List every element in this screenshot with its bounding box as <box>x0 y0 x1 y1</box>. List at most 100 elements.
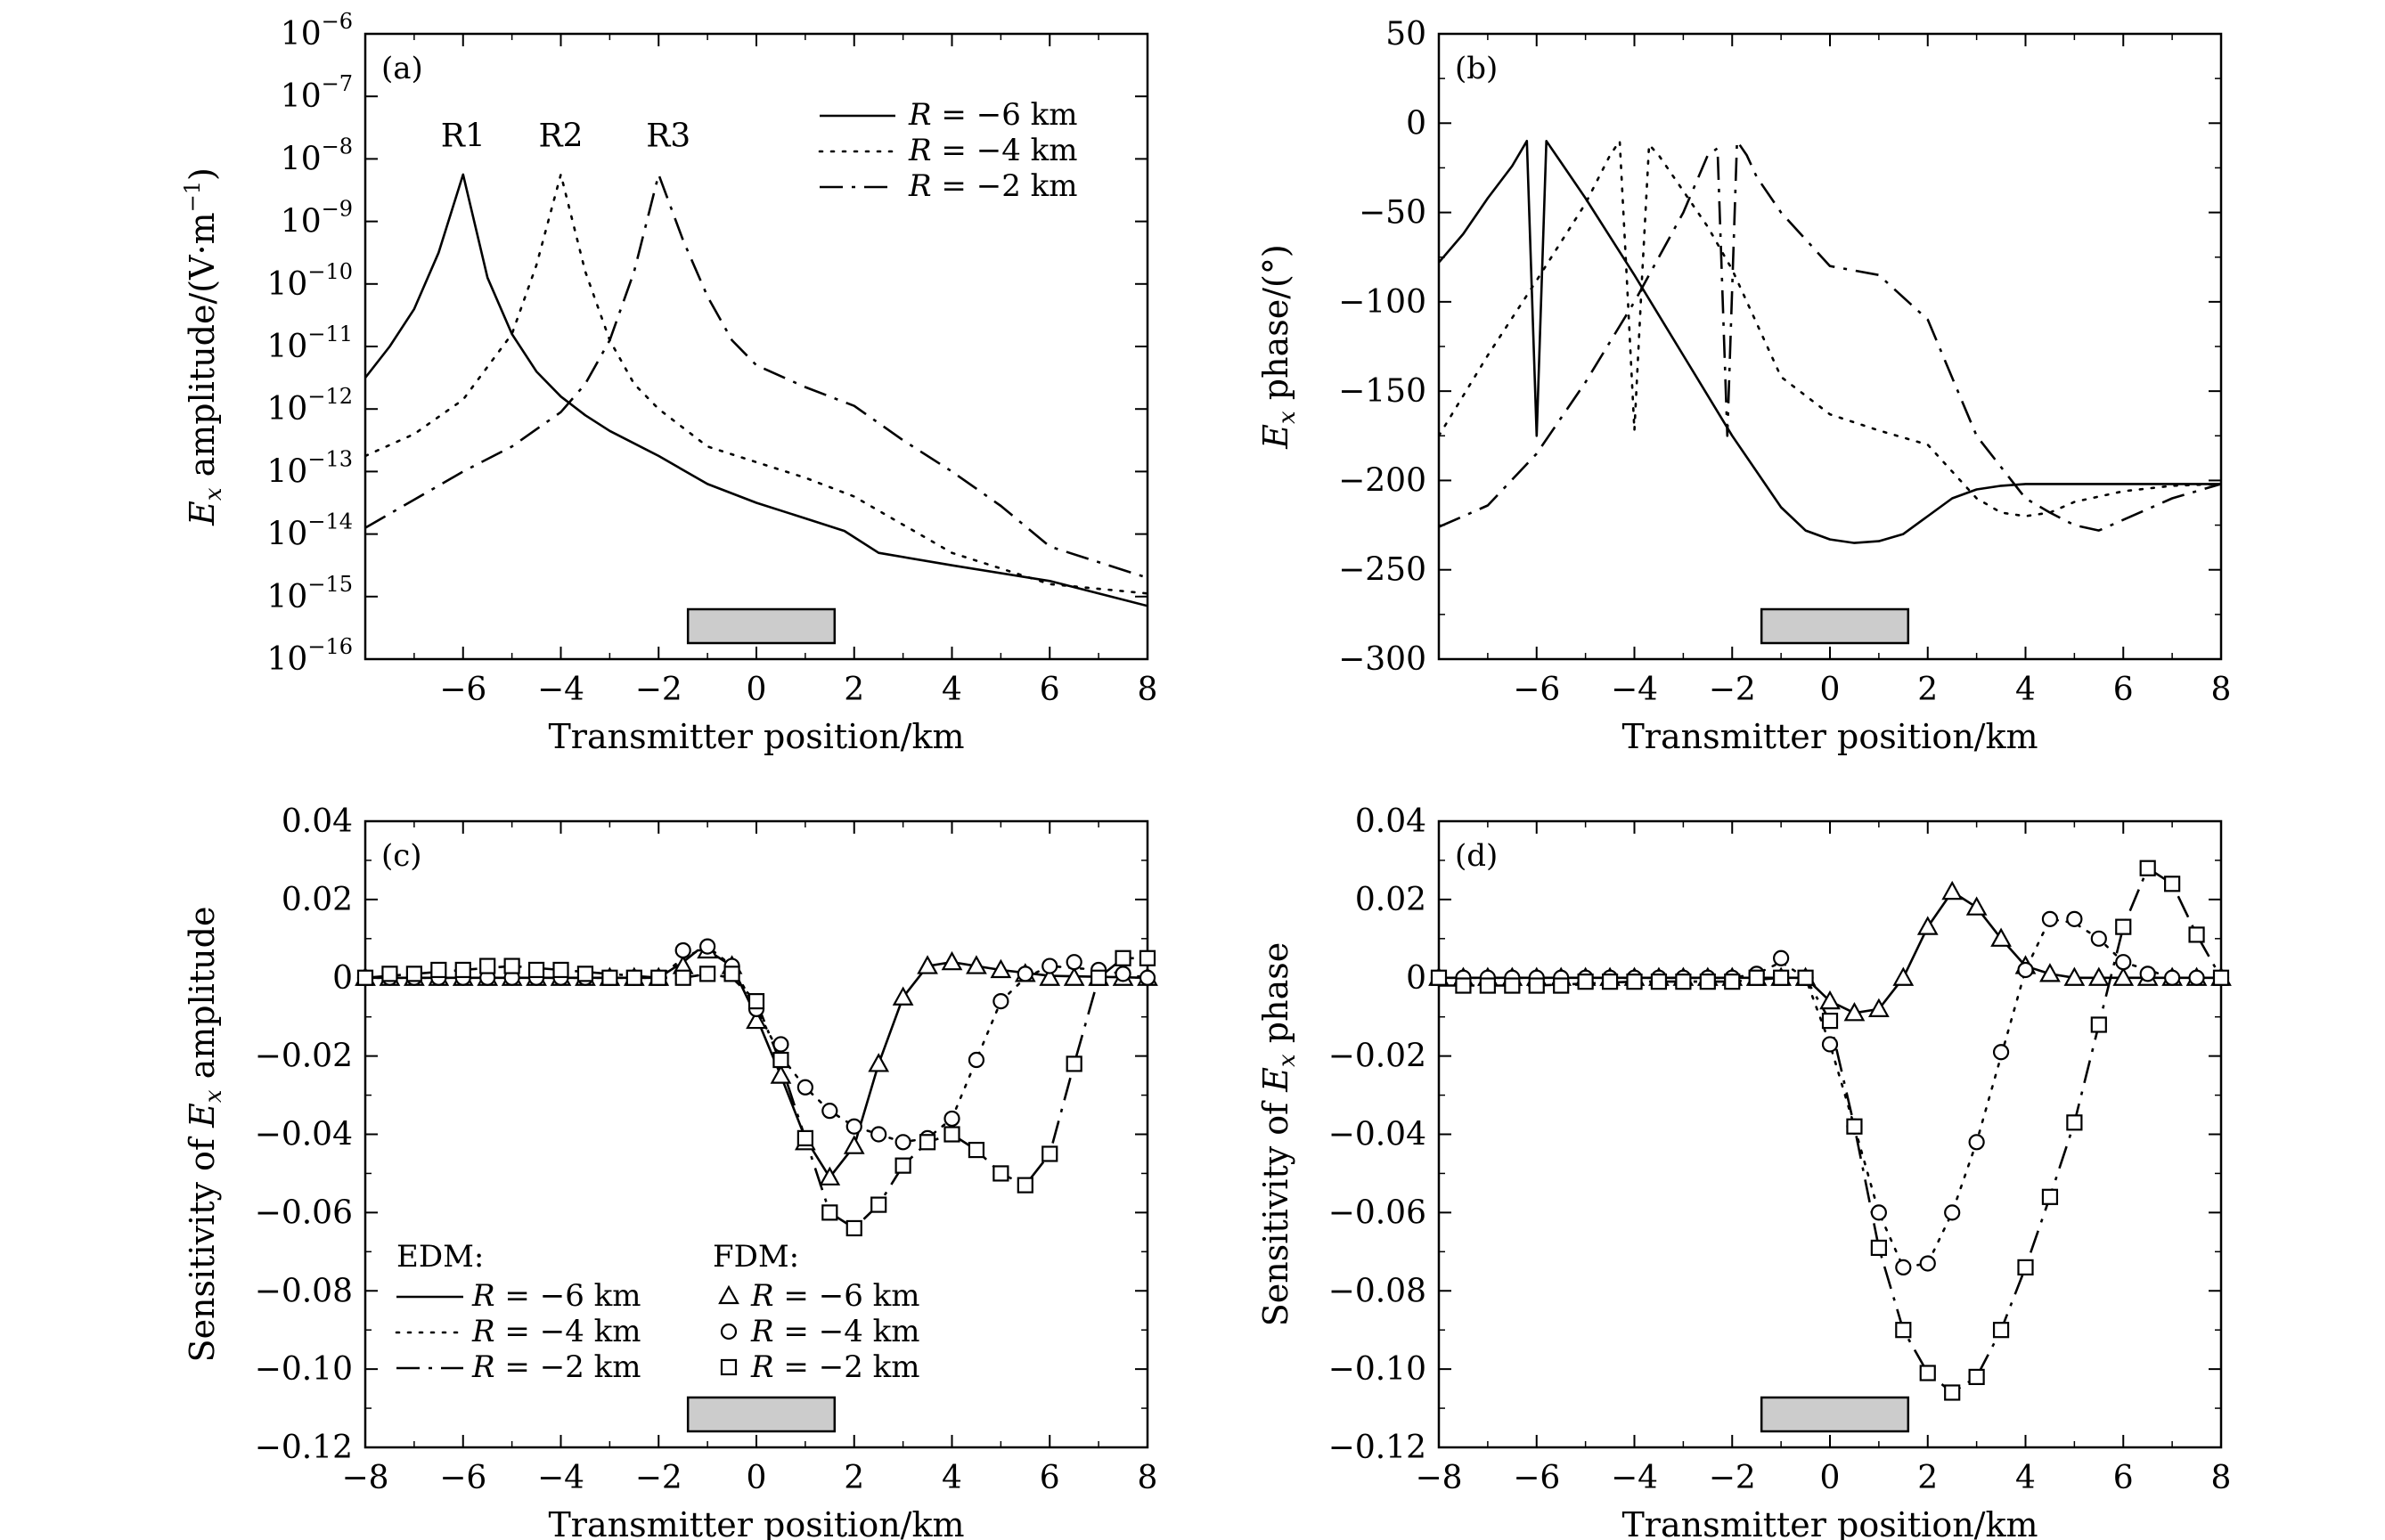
data-point-square <box>479 957 496 974</box>
data-point-square <box>845 1219 862 1237</box>
reservoir-block <box>686 607 837 645</box>
data-point-triangle <box>1916 916 1939 935</box>
x-tick-label: −6 <box>439 1460 486 1496</box>
data-point-square <box>2164 876 2181 892</box>
x-tick-label: 4 <box>942 672 962 708</box>
series-line-1 <box>365 173 1148 607</box>
data-point-square <box>2188 926 2205 943</box>
panel-4: −8 −6 −4 −2 0 2 4 6 8 −0.12 −0.10 −0.08 −0.06 −0.04 −0… <box>1256 803 2232 1540</box>
panel-2: −6 −4 −2 0 2 4 6 8 −300 −250 −200 −150 −100 −50 0 50 Tra… <box>1256 16 2231 756</box>
data-point-square <box>381 966 398 982</box>
data-point-square <box>772 1051 789 1069</box>
data-point-square <box>747 993 765 1010</box>
plot-frame <box>1437 819 2223 1449</box>
panel-3: −8 −6 −4 −2 0 2 4 6 8 −0.12 −0.10 −0.08 −0.06 −0.04 −0… <box>183 803 1158 1540</box>
legend-entry-edm: R = −2 km <box>471 1349 641 1385</box>
data-point-square <box>723 966 740 982</box>
panel-label: (b) <box>1455 51 1498 86</box>
data-point-circle <box>2188 969 2205 986</box>
x-tick-label: 4 <box>942 1460 962 1496</box>
data-point-square <box>576 966 594 982</box>
y-tick-label: 10−10 <box>267 259 353 303</box>
y-tick-label: −0.08 <box>1328 1273 1426 1309</box>
x-tick-label: 0 <box>747 1460 767 1496</box>
data-point-square <box>625 969 642 986</box>
series-line-3 <box>1439 867 2221 1394</box>
data-point-triangle <box>2112 966 2135 986</box>
data-point-triangle <box>1843 1002 1866 1022</box>
y-tick-label: −0.12 <box>255 1430 353 1466</box>
x-tick-label: −2 <box>635 1460 682 1496</box>
data-point-square <box>2041 1188 2059 1205</box>
data-point-square <box>870 1196 887 1213</box>
data-point-square <box>1115 949 1131 966</box>
y-tick-label: −0.02 <box>255 1039 353 1075</box>
data-point-square <box>1650 974 1668 990</box>
y-tick-label: 0 <box>332 960 353 997</box>
data-point-triangle <box>1819 990 1841 1010</box>
plot-frame <box>1437 32 2223 661</box>
panel-label: (c) <box>381 838 422 874</box>
data-point-square <box>454 961 471 979</box>
data-point-circle <box>2041 910 2059 927</box>
legend-entry-edm: R = −6 km <box>471 1278 641 1314</box>
data-point-square <box>1504 977 1521 994</box>
x-tick-label: 6 <box>1040 1460 1060 1496</box>
y-tick-label: −250 <box>1338 552 1426 589</box>
data-point-square <box>1430 969 1448 986</box>
x-tick-label: 6 <box>2113 672 2134 708</box>
data-point-circle <box>772 1036 789 1053</box>
y-tick-label: 10−8 <box>281 134 353 177</box>
x-tick-label: −8 <box>1415 1460 1462 1496</box>
data-point-circle <box>1968 1134 1985 1151</box>
data-point-circle <box>796 1079 813 1096</box>
data-point-triangle <box>1892 966 1915 986</box>
x-tick-label: 2 <box>844 672 864 708</box>
data-point-circle <box>1139 969 1156 986</box>
data-point-square <box>1919 1365 1936 1381</box>
x-tick-label: −4 <box>537 1460 584 1496</box>
y-tick-label: −0.06 <box>1328 1194 1426 1231</box>
legend-entry-edm: R = −4 km <box>471 1314 641 1349</box>
data-point-square <box>2115 918 2132 935</box>
series-line-1 <box>1439 140 2221 544</box>
data-point-square <box>1724 974 1741 990</box>
data-point-triangle <box>2087 966 2110 986</box>
data-point-square <box>1553 977 1570 994</box>
data-point-square <box>430 961 447 979</box>
data-point-square <box>1139 949 1156 966</box>
y-tick-label: 50 <box>1385 16 1426 53</box>
y-tick-label: 0 <box>1406 960 1426 997</box>
data-point-square <box>2090 1016 2107 1033</box>
data-point-circle <box>1992 1044 2010 1061</box>
y-tick-label: 10−13 <box>267 446 353 490</box>
x-tick-label: 8 <box>1138 672 1158 708</box>
x-tick-label: 0 <box>1820 1460 1841 1496</box>
series-line-3 <box>365 173 1148 579</box>
legend-entry: R = −6 km <box>908 97 1077 133</box>
data-point-square <box>894 1157 911 1174</box>
y-tick-label: −0.04 <box>1328 1117 1426 1153</box>
data-point-circle <box>1821 1036 1839 1053</box>
series-line-3 <box>1439 140 2221 532</box>
data-point-square <box>1968 1368 1985 1386</box>
data-point-triangle <box>1063 966 1085 986</box>
data-point-square <box>1675 974 1692 990</box>
data-point-triangle <box>1868 998 1890 1018</box>
data-point-square <box>1821 1012 1839 1030</box>
y-tick-label: −50 <box>1359 195 1426 232</box>
data-point-circle <box>1944 1204 1961 1221</box>
data-point-circle <box>943 1110 960 1128</box>
data-point-square <box>821 1204 838 1221</box>
y-tick-label: −200 <box>1338 462 1426 499</box>
data-point-triangle <box>843 1135 865 1154</box>
data-point-circle <box>1773 949 1790 966</box>
data-point-circle <box>968 1051 985 1069</box>
x-tick-label: 6 <box>1040 672 1060 708</box>
legend-entry: R = −4 km <box>908 133 1077 168</box>
data-point-square <box>1870 1239 1887 1257</box>
data-point-triangle <box>746 1009 767 1030</box>
y-axis-title: Sensitivity of Ex phase <box>1256 942 1301 1327</box>
data-point-square <box>1041 1145 1058 1162</box>
y-tick-label: 10−14 <box>267 509 353 553</box>
